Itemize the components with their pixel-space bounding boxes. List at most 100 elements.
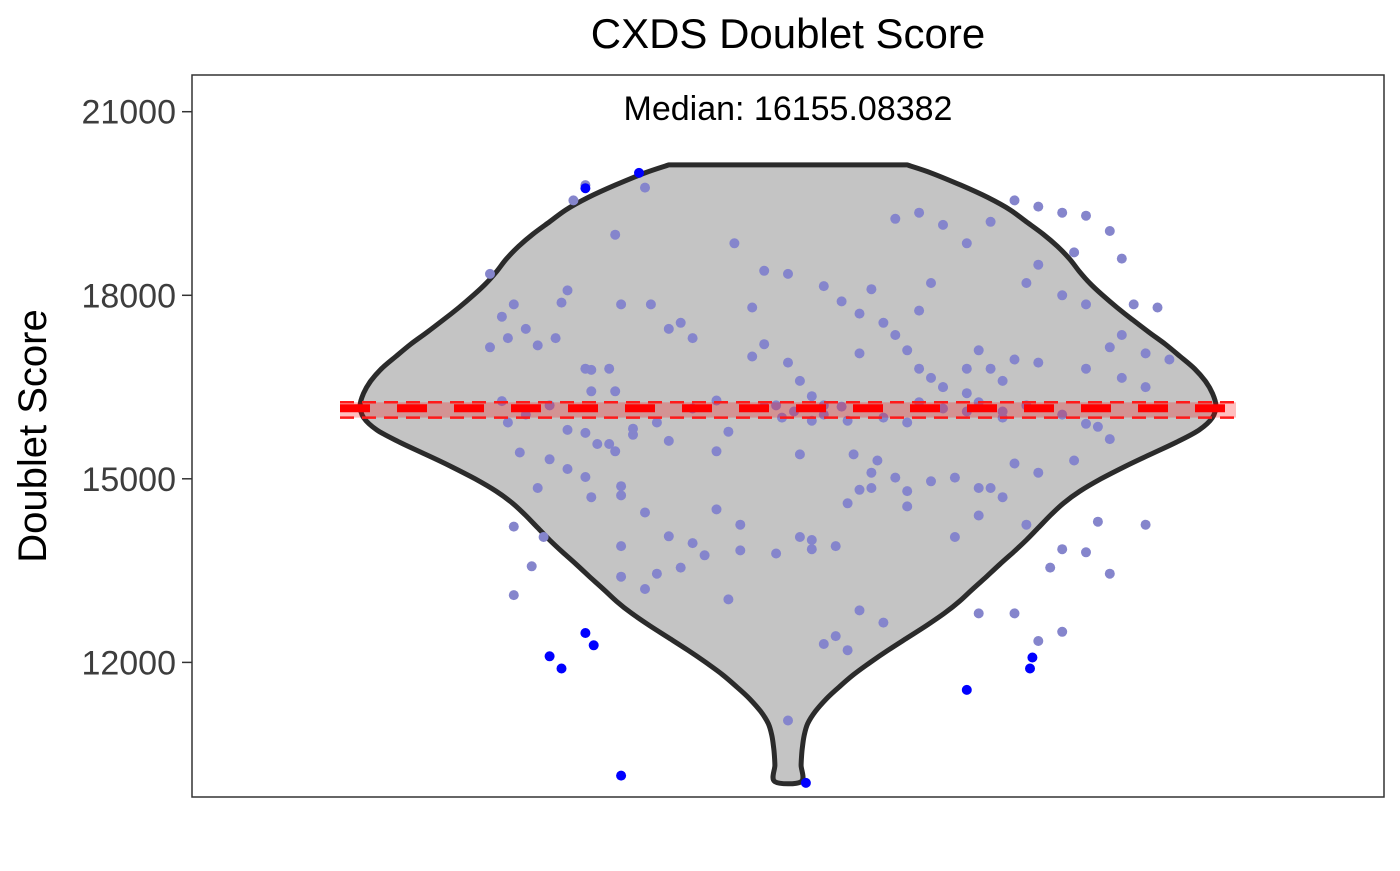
data-point (914, 207, 925, 218)
data-point (771, 400, 782, 411)
outlier-point (580, 628, 591, 638)
data-point (997, 492, 1008, 503)
data-point (1128, 299, 1139, 310)
data-point (616, 481, 627, 492)
data-point (848, 449, 859, 460)
data-point (783, 357, 793, 368)
data-point (794, 532, 805, 542)
data-point (651, 417, 662, 428)
data-point (747, 351, 758, 362)
data-point (1057, 290, 1068, 301)
data-point (735, 519, 746, 530)
data-point (610, 446, 621, 457)
data-point (1092, 516, 1103, 527)
data-point (485, 342, 495, 353)
data-point (663, 531, 674, 542)
data-point (1081, 547, 1091, 558)
data-point (914, 305, 925, 316)
data-point (1164, 354, 1175, 365)
data-point (1104, 226, 1115, 236)
data-point (836, 296, 847, 307)
data-point (854, 605, 865, 616)
data-point (568, 195, 579, 206)
outlier-point (1025, 663, 1035, 674)
data-point (586, 386, 597, 397)
data-point (1021, 519, 1032, 530)
data-point (1092, 421, 1103, 432)
data-point (872, 455, 883, 466)
data-point (938, 403, 948, 414)
data-point (580, 427, 591, 438)
data-point (532, 483, 543, 493)
data-point (926, 476, 936, 487)
data-point (699, 550, 710, 561)
data-point (592, 439, 603, 449)
data-point (1033, 636, 1044, 646)
data-point (985, 363, 996, 374)
data-point (562, 424, 573, 435)
data-point (878, 412, 889, 423)
data-point (1140, 348, 1151, 359)
data-point (1057, 544, 1068, 555)
data-point (973, 483, 984, 493)
median-band-layer (340, 401, 1236, 419)
outlier-point (961, 684, 972, 695)
data-point (663, 323, 674, 334)
data-point (502, 417, 513, 428)
data-point (1081, 363, 1091, 374)
data-point (1045, 562, 1056, 573)
data-point (771, 548, 782, 559)
data-point (1009, 608, 1020, 619)
data-point (604, 439, 615, 449)
outlier-point (544, 651, 555, 662)
outlier-point (556, 663, 567, 674)
data-point (961, 363, 972, 374)
data-point (532, 340, 543, 351)
data-point (1104, 568, 1115, 579)
data-point (1081, 210, 1091, 221)
data-point (508, 299, 519, 310)
data-point (818, 639, 829, 649)
data-point (616, 541, 627, 552)
data-point (1033, 201, 1044, 212)
data-point (949, 472, 960, 483)
data-point (485, 268, 495, 279)
data-point (651, 568, 662, 579)
data-point (550, 333, 561, 344)
data-point (890, 472, 901, 483)
violin-layer (357, 162, 1219, 787)
data-point (854, 348, 865, 359)
data-point (878, 617, 889, 628)
data-point (806, 391, 817, 402)
data-point (961, 388, 972, 399)
data-point (1116, 330, 1127, 340)
data-point (902, 486, 913, 497)
data-point (759, 265, 770, 276)
data-point (890, 330, 901, 340)
data-point (866, 483, 877, 493)
data-point (938, 219, 948, 230)
outlier-point (1027, 652, 1038, 663)
data-point (610, 386, 621, 397)
data-point (1116, 253, 1127, 264)
data-point (544, 454, 555, 465)
data-point (610, 229, 621, 240)
data-point (628, 423, 638, 434)
data-point (562, 464, 573, 474)
data-point (735, 545, 746, 556)
data-point (783, 268, 793, 279)
data-point (586, 364, 597, 375)
median-band (340, 402, 1236, 418)
data-point (794, 449, 805, 460)
data-point (842, 645, 853, 656)
data-point (616, 490, 627, 501)
violin-body (357, 162, 1219, 787)
data-point (687, 333, 698, 344)
y-tick-label: 21000 (81, 94, 176, 132)
data-point (1057, 626, 1068, 637)
data-point (675, 317, 686, 328)
data-point (645, 299, 656, 310)
data-point (520, 323, 531, 334)
data-point (1152, 302, 1163, 313)
